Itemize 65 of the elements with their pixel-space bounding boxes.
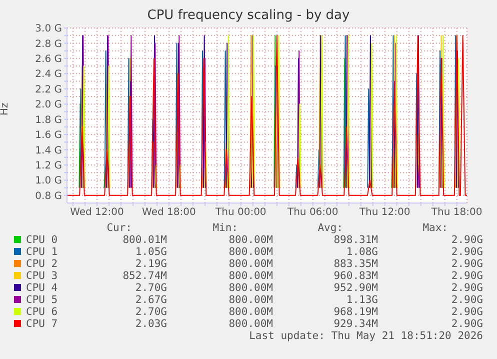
text: 800.00M	[228, 318, 273, 330]
y-tick-label: 0.8 G	[35, 190, 62, 202]
y-tick-label: 1.8 G	[35, 114, 62, 126]
y-tick-label: 1.6 G	[35, 130, 62, 142]
text: 2.90G	[451, 282, 483, 294]
y-tick-label: 2.0 G	[35, 100, 62, 111]
text: 898.31M	[334, 234, 378, 246]
x-tick-label: Thu 00:00	[214, 207, 266, 218]
text: 800.00M	[228, 294, 273, 306]
y-tick-label: 3.0 G	[35, 24, 62, 35]
legend-label: CPU 2	[26, 258, 58, 270]
text: 852.74M	[122, 270, 167, 282]
legend-label: CPU 4	[26, 282, 58, 294]
legend-label: CPU 1	[26, 246, 58, 258]
text: 960.83M	[334, 270, 378, 282]
text: Last update: Thu May 21 18:51:20 2026	[249, 330, 483, 342]
x-tick-label: Wed 18:00	[142, 207, 196, 218]
text: 2.90G	[451, 270, 483, 282]
y-tick-label: 2.4 G	[35, 69, 62, 80]
text: 800.00M	[228, 270, 273, 282]
y-axis-title: Hz	[0, 102, 11, 116]
y-tick-label: 2.8 G	[35, 38, 62, 50]
text: 800.00M	[228, 246, 273, 258]
x-tick-label: Wed 12:00	[70, 207, 124, 218]
legend-label: CPU 7	[26, 318, 58, 330]
text: Max:	[422, 222, 448, 234]
text: 2.03G	[135, 318, 167, 330]
text: 1.08G	[346, 246, 378, 258]
text: 1.05G	[135, 246, 167, 258]
text: 952.90M	[334, 282, 378, 294]
text: 1.13G	[346, 294, 378, 306]
legend-label: CPU 6	[26, 306, 58, 318]
text: 800.00M	[228, 282, 273, 294]
text: 2.70G	[135, 306, 167, 318]
text: 800.00M	[228, 234, 273, 246]
legend-label: CPU 5	[26, 294, 58, 306]
text: 800.01M	[122, 234, 167, 246]
y-tick-label: 1.0 G	[35, 176, 62, 187]
text: 2.90G	[451, 258, 483, 270]
text: 2.70G	[135, 282, 167, 294]
text: 2.90G	[451, 294, 483, 306]
x-tick-label: Thu 12:00	[358, 207, 410, 218]
legend-label: CPU 3	[26, 270, 58, 282]
y-tick-label: 1.4 G	[35, 145, 62, 156]
text: 2.90G	[451, 306, 483, 318]
y-tick-label: 2.6 G	[35, 54, 62, 65]
text: 883.35M	[334, 258, 378, 270]
text: 800.00M	[228, 258, 273, 270]
text: 2.67G	[135, 294, 167, 306]
text: 2.90G	[451, 318, 483, 330]
y-tick-label: 1.2 G	[35, 160, 62, 172]
text: 2.90G	[451, 246, 483, 258]
chart-title: CPU frequency scaling - by day	[146, 8, 351, 23]
text: Cur:	[106, 222, 132, 234]
text: 800.00M	[228, 306, 273, 318]
x-tick-label: Thu 06:00	[286, 207, 338, 218]
text: 2.19G	[135, 258, 167, 270]
text: Min:	[212, 222, 238, 234]
y-tick-label: 2.2 G	[35, 84, 62, 96]
text: 929.34M	[334, 318, 378, 330]
text: 968.19M	[334, 306, 378, 318]
text: Avg:	[318, 222, 343, 234]
text: 2.90G	[451, 234, 483, 246]
x-tick-label: Thu 18:00	[430, 207, 482, 218]
legend-label: CPU 0	[26, 234, 58, 246]
